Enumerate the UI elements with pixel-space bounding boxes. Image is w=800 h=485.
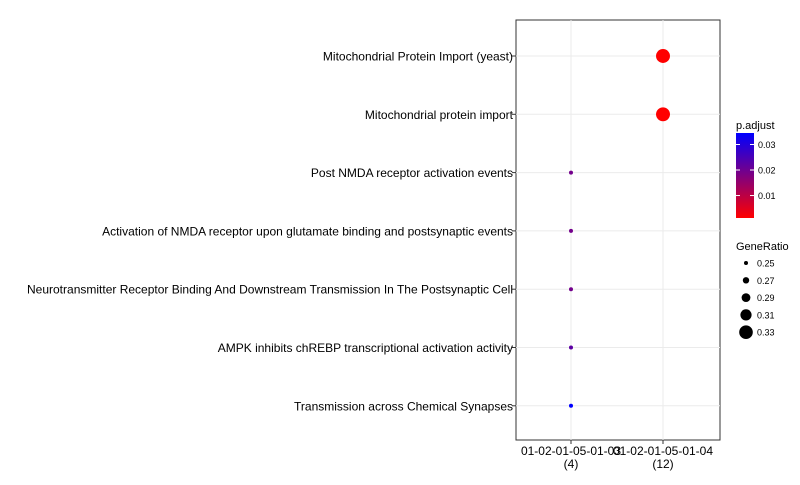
- plot-panel-background: [515, 19, 721, 441]
- data-point: [656, 107, 670, 122]
- x-axis: 01-02-01-05-01-03(4) 01-02-01-05-01-04(12…: [521, 440, 713, 471]
- data-point: [569, 403, 573, 408]
- size-legend-key: [741, 293, 751, 302]
- y-tick-label: Mitochondrial Protein Import (yeast): [323, 50, 513, 64]
- size-legend-items: 0.25 0.27 0.29 0.31 0.33: [739, 259, 775, 340]
- x-tick-label: 01-02-01-05-01-03: [521, 444, 621, 458]
- data-points: [569, 49, 670, 408]
- size-legend-label: 0.27: [757, 276, 775, 286]
- data-point: [569, 228, 573, 233]
- color-legend-tick-label: 0.01: [758, 191, 776, 201]
- color-legend-tick-label: 0.02: [758, 166, 776, 176]
- size-legend-label: 0.31: [757, 310, 775, 320]
- size-legend-label: 0.25: [757, 259, 775, 269]
- size-legend-label: 0.29: [757, 293, 775, 303]
- y-axis: Mitochondrial Protein Import (yeast) Mito…: [27, 50, 516, 413]
- size-legend-title: GeneRatio: [736, 241, 789, 253]
- data-point: [569, 170, 573, 175]
- grid-lines: [516, 20, 720, 440]
- y-tick-label: Activation of NMDA receptor upon glutama…: [102, 224, 513, 238]
- y-tick-label: Mitochondrial protein import: [365, 108, 514, 122]
- color-legend-title: p.adjust: [736, 120, 775, 132]
- y-tick-label: Neurotransmitter Receptor Binding And Do…: [27, 283, 513, 297]
- size-legend-key: [742, 277, 750, 284]
- size-legend: GeneRatio 0.25 0.27 0.29 0.31 0.33: [736, 241, 789, 340]
- y-tick-label: AMPK inhibits chREBP transcriptional act…: [218, 341, 513, 355]
- data-point: [656, 49, 670, 63]
- x-tick-count: (12): [652, 457, 673, 471]
- color-legend-tick-label: 0.03: [758, 140, 776, 150]
- color-legend-ticks: 0.03 0.02 0.01: [736, 140, 776, 201]
- y-tick-label: Post NMDA receptor activation events: [311, 166, 513, 180]
- plot-panel: [515, 19, 721, 441]
- size-legend-label: 0.33: [757, 328, 775, 338]
- size-legend-key: [744, 261, 748, 265]
- color-legend: p.adjust 0.03 0.02 0.01: [736, 120, 776, 218]
- y-tick-label: Transmission across Chemical Synapses: [294, 399, 513, 413]
- color-legend-bar: [736, 133, 754, 218]
- data-point: [569, 287, 573, 292]
- size-legend-key: [739, 325, 753, 340]
- data-point: [569, 345, 573, 350]
- size-legend-key: [740, 309, 752, 321]
- x-tick-label: 01-02-01-05-01-04: [613, 444, 713, 458]
- x-tick-count: (4): [564, 457, 579, 471]
